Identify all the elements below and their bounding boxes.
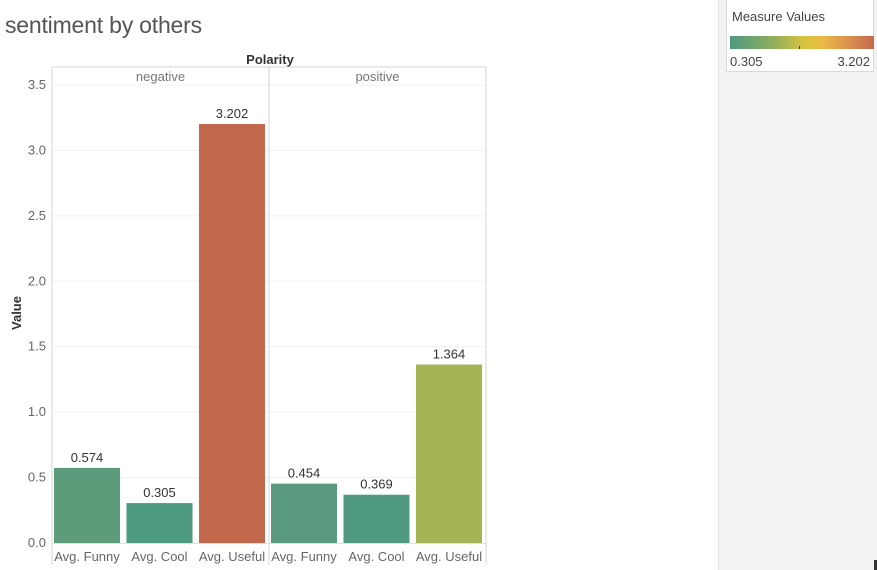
bar-positive-2	[416, 364, 482, 543]
legend-max-label: 3.202	[837, 54, 870, 69]
resize-handle[interactable]	[874, 560, 877, 570]
legend-color-ramp	[730, 36, 874, 49]
bar-positive-0	[271, 483, 337, 543]
x-tick-label: Avg. Funny	[271, 549, 337, 564]
y-tick-label: 0.0	[28, 535, 46, 550]
x-tick-label: Avg. Funny	[54, 549, 120, 564]
x-tick-label: Avg. Useful	[199, 549, 265, 564]
side-panel: Measure Values 0.305 3.202	[718, 0, 877, 570]
bar-positive-1	[343, 494, 410, 543]
data-label: 1.364	[433, 347, 466, 362]
column-header-title: Polarity	[246, 52, 294, 67]
data-label: 0.574	[71, 450, 104, 465]
y-tick-label: 1.0	[28, 404, 46, 419]
y-tick-label: 1.5	[28, 339, 46, 354]
y-tick-label: 2.5	[28, 208, 46, 223]
bar-negative-2	[199, 123, 265, 544]
panel-header-negative: negative	[136, 69, 185, 84]
bar-negative-0	[54, 467, 120, 543]
y-tick-label: 0.5	[28, 470, 46, 485]
x-tick-label: Avg. Cool	[348, 549, 404, 564]
legend-min-label: 0.305	[730, 54, 763, 69]
data-label: 0.454	[288, 466, 321, 481]
x-tick-label: Avg. Useful	[416, 549, 482, 564]
y-axis-title: Value	[9, 296, 24, 330]
y-tick-label: 2.0	[28, 273, 46, 288]
legend-title: Measure Values	[732, 9, 825, 24]
color-legend[interactable]: Measure Values 0.305 3.202	[726, 0, 874, 72]
y-tick-label: 3.0	[28, 142, 46, 157]
panel-header-positive: positive	[355, 69, 399, 84]
page-title: sentiment by others	[5, 12, 202, 38]
bar-negative-1	[126, 503, 193, 543]
data-label: 0.369	[360, 477, 393, 492]
x-tick-label: Avg. Cool	[131, 549, 187, 564]
data-label: 0.305	[143, 485, 176, 500]
bar-chart: Polarity 0.0 0.5 1.0 1.5 2.0 2.5 3.0 3.5 Value neg…	[9, 52, 487, 565]
legend-tick	[799, 46, 800, 49]
y-tick-label: 3.5	[28, 77, 46, 92]
data-label: 3.202	[216, 106, 249, 121]
